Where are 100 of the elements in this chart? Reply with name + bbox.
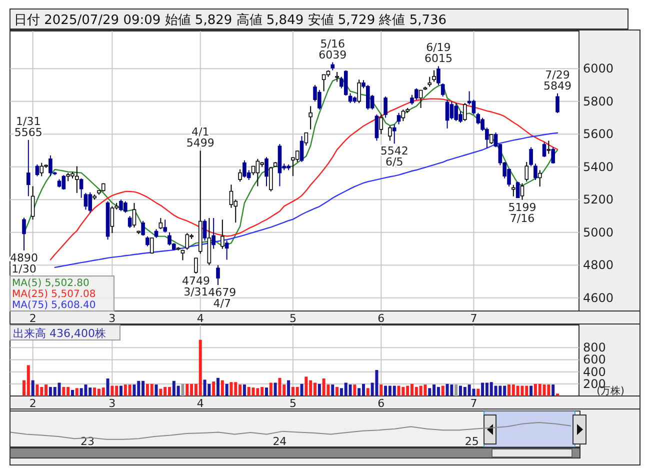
bar (181, 384, 184, 396)
candlestick (150, 237, 154, 254)
annotation: 5542 6/5 (380, 144, 408, 169)
bar (454, 384, 458, 396)
y-tick-label: 800 (583, 340, 606, 355)
candlestick (202, 218, 207, 242)
x-tick-label: 4 (196, 397, 204, 410)
bar (269, 382, 272, 396)
candlestick (445, 99, 450, 129)
annotation: 4749 3/31 (182, 274, 210, 299)
bar (476, 388, 480, 396)
annotation: 4/1 5499 (186, 126, 214, 150)
bar (552, 384, 555, 396)
bar (304, 376, 308, 396)
annotation: 1/31 5565 (14, 114, 42, 139)
annotation: 7/29 5849 (544, 68, 572, 92)
candlestick (26, 139, 30, 197)
bar (348, 384, 352, 396)
y-tick-label: 5200 (583, 192, 614, 207)
chart-title: 出来高 436,400株 (13, 327, 106, 340)
x-tick-label: 2 (29, 397, 36, 410)
candlestick (432, 70, 436, 82)
candlestick (132, 202, 136, 228)
candlestick (88, 192, 92, 214)
candlestick (472, 99, 476, 116)
bar (150, 384, 154, 396)
x-tick-label: 5 (289, 397, 296, 410)
bar (278, 378, 282, 396)
bar (336, 386, 339, 396)
bar (441, 386, 444, 396)
y-tick-label: 400 (583, 364, 606, 379)
bar (380, 384, 383, 396)
y-tick-label: 4800 (583, 258, 614, 272)
candlestick (440, 82, 445, 97)
bar (256, 388, 260, 396)
bar (80, 388, 83, 396)
candlestick (538, 170, 542, 188)
candlestick (304, 132, 308, 146)
text: MA(5) 5,502.80 (12, 278, 90, 289)
y-tick-label: 5000 (583, 225, 614, 240)
bar (128, 384, 132, 396)
bar (494, 386, 498, 396)
bar (287, 380, 290, 396)
bar (436, 386, 440, 396)
candlestick (357, 79, 361, 104)
candlestick (264, 156, 268, 187)
candlestick (146, 236, 150, 247)
y-tick-label: 600 (583, 352, 606, 367)
bar (547, 384, 550, 396)
x-tick-label: 5 (289, 312, 296, 325)
bar (36, 384, 39, 396)
y-tick-label: 5400 (583, 160, 614, 174)
candlestick (335, 71, 339, 82)
candlestick (524, 161, 529, 182)
bar (358, 388, 361, 396)
candlestick (110, 206, 114, 234)
bar (252, 388, 255, 396)
candlestick (379, 114, 384, 135)
bar (419, 386, 422, 396)
y-tick-label: 5600 (583, 127, 614, 142)
bar (353, 384, 356, 396)
candlestick (40, 162, 44, 177)
bar (397, 386, 400, 396)
bar (542, 384, 546, 396)
y-tick-label: 6000 (583, 62, 614, 76)
bar (520, 386, 524, 396)
candlestick (62, 174, 66, 190)
bar (384, 386, 388, 396)
bar (220, 380, 224, 396)
candlestick (22, 217, 26, 251)
y-tick-label: 5800 (583, 94, 614, 108)
candlestick (489, 134, 494, 144)
x-tick-label: 6 (378, 397, 385, 410)
x-tick-label: 7 (470, 397, 478, 410)
bar (516, 386, 520, 396)
candlestick (185, 232, 190, 250)
candlestick (384, 96, 388, 118)
candlestick (84, 192, 88, 210)
candlestick (158, 217, 163, 230)
candlestick (512, 184, 516, 197)
candlestick (534, 163, 538, 181)
x-tick-label: 3 (108, 312, 116, 325)
bar (331, 384, 334, 396)
annotation: 6/19 6015 (424, 41, 452, 66)
bar (31, 380, 34, 396)
bar (132, 384, 136, 396)
bar (203, 380, 206, 396)
candlestick (516, 181, 520, 199)
bar (93, 388, 96, 396)
bar (26, 365, 30, 396)
text: MA(75) 5,608.40 (12, 300, 96, 311)
candlestick (551, 146, 555, 164)
bar (186, 384, 189, 396)
bar (71, 390, 74, 396)
y-tick-label: 4600 (583, 290, 614, 305)
bar (58, 382, 61, 396)
bar (450, 384, 454, 396)
candlestick (450, 100, 454, 120)
candlestick (238, 168, 242, 182)
x-tick-label: 7 (470, 312, 478, 325)
